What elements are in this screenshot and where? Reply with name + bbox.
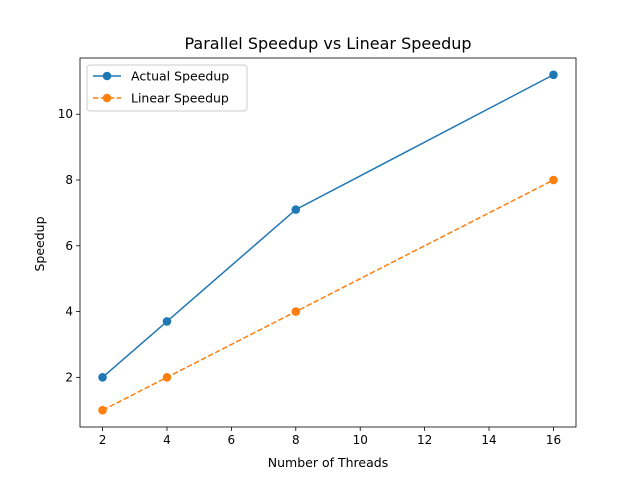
series-2-point [549,175,558,185]
axes-frame [79,57,577,428]
chart-title: Parallel Speedup vs Linear Speedup [184,34,471,53]
series-2-point [98,405,107,415]
series-2-point [291,307,301,316]
series-1-point [549,70,558,80]
x-tick-label: 2 [99,433,107,447]
legend-marker-1 [102,71,112,81]
series-line-1 [102,74,554,378]
y-tick-label: 8 [65,173,73,187]
y-axis-label: Speedup [32,216,47,271]
series-2-point [162,373,172,382]
legend-marker-2 [102,93,112,103]
legend-label-2: Linear Speedup [131,91,229,106]
x-tick-label: 4 [163,433,171,447]
x-tick-label: 16 [546,433,561,447]
legend-box [86,64,248,112]
x-tick-label: 12 [417,433,432,447]
series-line-2 [102,179,554,411]
x-tick-label: 14 [481,433,496,447]
x-axis-label: Number of Threads [268,455,388,470]
x-tick-label: 8 [292,433,300,447]
series-1-point [98,373,107,382]
legend-label-1: Actual Speedup [131,69,229,84]
series-1-point [291,205,301,214]
series-1-point [162,317,172,326]
y-tick-label: 2 [65,370,73,384]
y-tick-label: 4 [65,305,73,319]
y-tick-label: 10 [58,107,73,121]
x-tick-label: 10 [353,433,368,447]
legend: Actual Speedup Linear Speedup [86,64,248,112]
y-tick-label: 6 [65,239,73,253]
x-tick-label: 6 [228,433,236,447]
plot-area: 2 4 6 8 10 12 14 16 2 4 6 8 10 [58,57,577,447]
